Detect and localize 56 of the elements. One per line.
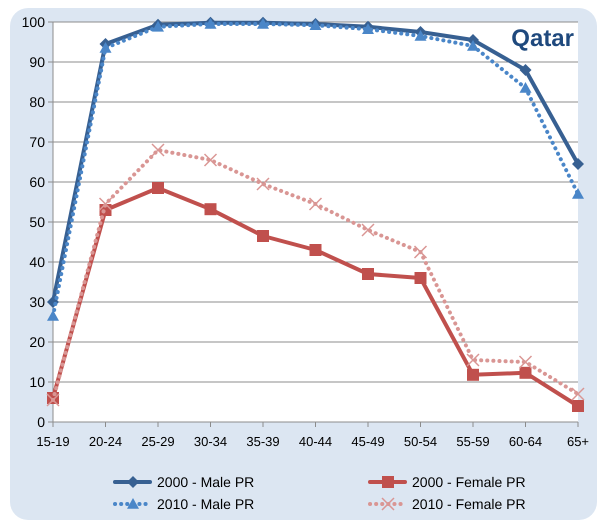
y-tick-label: 80 <box>29 94 46 110</box>
point <box>46 393 60 407</box>
point <box>466 353 480 367</box>
x-tick-label: 25-29 <box>141 434 175 449</box>
legend-label: 2010 - Male PR <box>157 496 254 512</box>
y-tick-label: 20 <box>29 334 46 350</box>
y-tick-label: 90 <box>29 54 46 70</box>
x-tick-label: 35-39 <box>246 434 280 449</box>
point <box>414 30 426 41</box>
y-tick-label: 70 <box>29 134 46 150</box>
x-tick-label: 45-49 <box>351 434 385 449</box>
point <box>204 203 216 216</box>
y-tick-label: 50 <box>29 214 46 230</box>
point <box>414 272 426 284</box>
point <box>414 245 428 259</box>
point <box>361 223 375 237</box>
point <box>467 40 479 51</box>
y-tick-label: 30 <box>29 294 46 310</box>
x-tick-label: 55-59 <box>456 434 490 449</box>
point <box>204 153 218 167</box>
point <box>572 158 584 170</box>
y-tick-label: 60 <box>29 174 46 190</box>
point <box>310 244 322 256</box>
point <box>308 197 322 211</box>
x-tick-label: 20-24 <box>88 434 122 449</box>
point <box>520 366 532 379</box>
y-tick-label: 100 <box>22 14 46 30</box>
x-tick-label: 15-19 <box>36 434 70 449</box>
y-tick-label: 40 <box>29 254 46 270</box>
point <box>520 82 532 93</box>
point <box>257 230 269 242</box>
point <box>572 400 584 412</box>
chart-title: Qatar <box>511 25 574 52</box>
point <box>572 188 584 199</box>
point <box>98 197 112 211</box>
point <box>362 23 374 34</box>
point <box>47 310 59 321</box>
x-tick-label: 50-54 <box>404 434 438 449</box>
point <box>467 368 479 381</box>
legend-label: 2000 - Female PR <box>412 474 526 490</box>
x-tick-label: 30-34 <box>194 434 228 449</box>
legend-label: 2000 - Male PR <box>157 474 254 490</box>
point <box>520 64 532 76</box>
x-tick-label: 65+ <box>566 434 590 449</box>
point <box>152 182 164 194</box>
point <box>362 268 374 280</box>
legend-label: 2010 - Female PR <box>412 496 526 512</box>
y-tick-label: 10 <box>29 374 46 390</box>
x-tick-label: 60-64 <box>508 434 542 449</box>
point <box>151 143 165 157</box>
y-tick-label: 0 <box>37 414 46 430</box>
point <box>100 42 112 53</box>
point <box>518 355 532 369</box>
point <box>571 387 585 401</box>
point <box>256 177 270 191</box>
x-tick-label: 40-44 <box>298 434 332 449</box>
